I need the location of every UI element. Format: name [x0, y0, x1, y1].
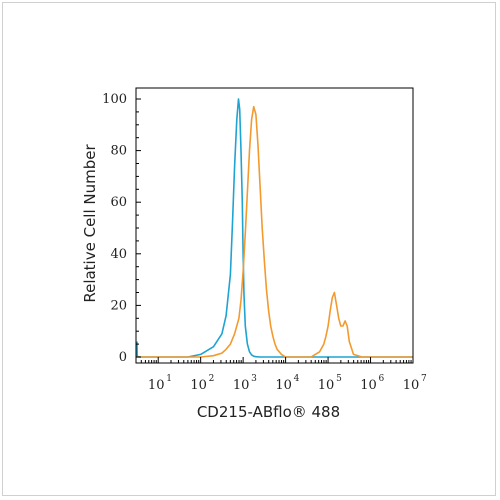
- x-tick-label: 10: [148, 378, 165, 393]
- x-tick-exponent: 4: [294, 374, 300, 384]
- y-tick-label: 20: [110, 298, 127, 313]
- curves-layer: [136, 98, 413, 358]
- x-tick-label: 10: [190, 378, 207, 393]
- y-tick-label: 100: [102, 92, 127, 107]
- x-tick-exponent: 3: [251, 374, 257, 384]
- plot-area-border: [135, 87, 414, 364]
- x-tick-label: 10: [360, 378, 377, 393]
- x-tick-exponent: 6: [379, 374, 385, 384]
- x-tick-exponent: 1: [166, 374, 172, 384]
- figure-frame: [2, 2, 496, 496]
- x-tick-exponent: 2: [209, 374, 215, 384]
- x-tick-label: 10: [403, 378, 420, 393]
- x-tick-label: 10: [233, 378, 250, 393]
- histogram-curve-1: [136, 98, 413, 358]
- y-tick-label: 60: [110, 195, 127, 210]
- y-tick-label: 80: [110, 144, 127, 159]
- y-axis-title: Relative Cell Number: [81, 144, 99, 303]
- x-tick-label: 10: [275, 378, 292, 393]
- x-tick-exponent: 5: [336, 374, 342, 384]
- x-axis: 10 1 10 2 10 3 10 4 10 5 10 6 10 7: [135, 357, 427, 393]
- y-tick-label: 0: [119, 350, 127, 365]
- x-tick-label: 10: [318, 378, 335, 393]
- x-tick-exponent: 7: [421, 374, 427, 384]
- histogram-curve-2: [136, 105, 413, 358]
- x-axis-title: CD215-ABflo® 488: [197, 403, 340, 421]
- y-axis: 0 20 40 60 80 100: [102, 92, 141, 365]
- y-tick-label: 40: [110, 247, 127, 262]
